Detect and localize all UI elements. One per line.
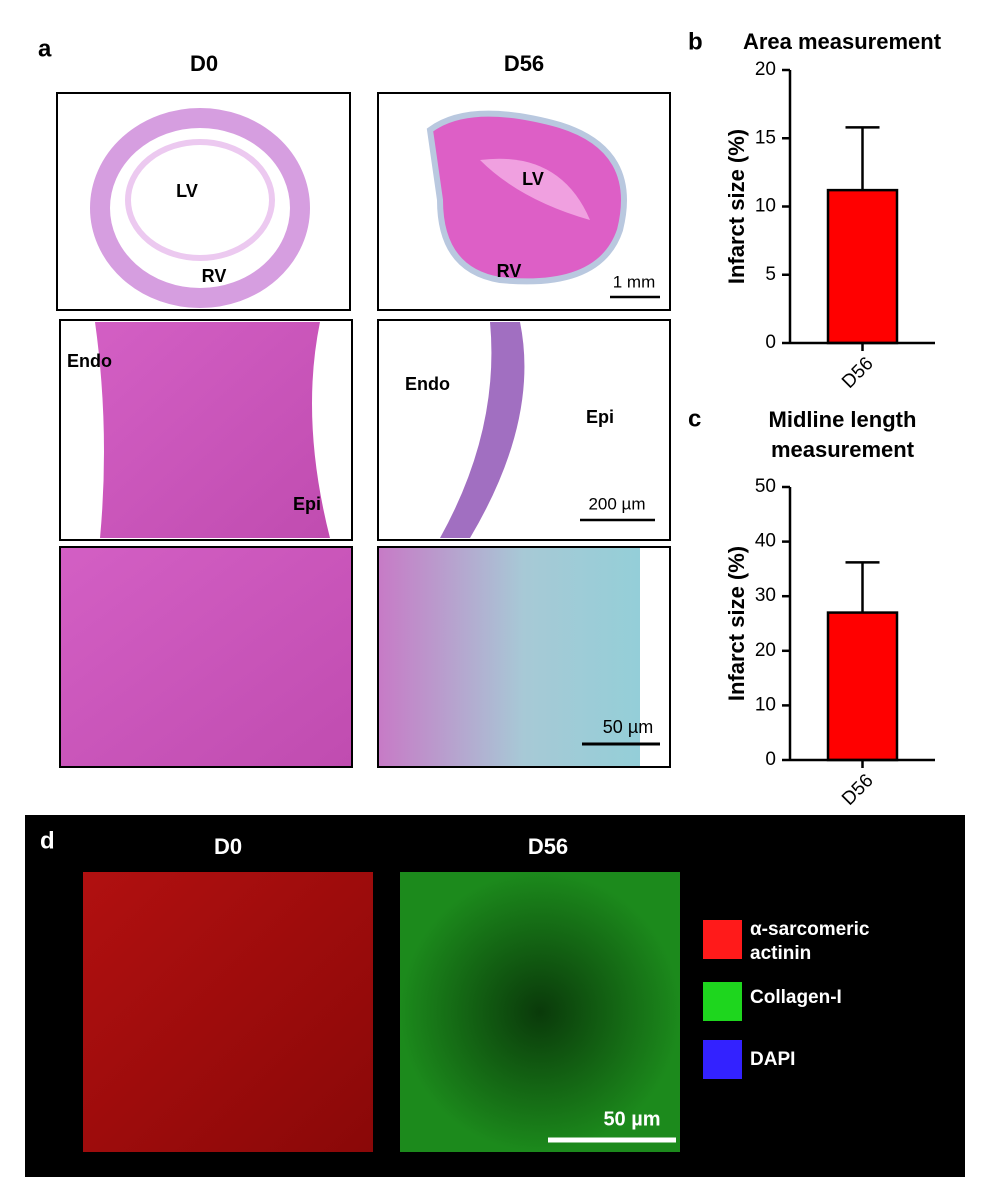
panel-label: b: [688, 28, 703, 55]
y-tick-label: 20: [755, 59, 776, 80]
y-tick-label: 10: [755, 196, 776, 217]
annotation: Epi: [293, 494, 321, 514]
y-tick-label: 10: [755, 694, 776, 715]
y-tick-label: 0: [765, 332, 776, 353]
y-tick-label: 30: [755, 585, 776, 606]
legend-label: DAPI: [750, 1049, 796, 1070]
scale-bar-label: 50 µm: [603, 717, 653, 737]
annotation: LV: [522, 169, 544, 189]
y-tick-label: 50: [755, 476, 776, 497]
legend-label: Collagen-I: [750, 987, 842, 1008]
legend-swatch: [703, 1040, 742, 1079]
column-label: D56: [528, 834, 568, 859]
y-tick-label: 40: [755, 531, 776, 552]
scale-bar-label: 50 µm: [603, 1108, 660, 1130]
fluorescence: [25, 815, 965, 1177]
annotation: Epi: [586, 407, 614, 427]
annotation: RV: [497, 261, 522, 281]
x-tick-label: D56: [838, 770, 877, 809]
scale-bar-label: 200 µm: [588, 494, 645, 513]
bar: [826, 611, 899, 762]
legend-swatch: [703, 920, 742, 959]
y-tick-label: 5: [765, 264, 776, 285]
x-tick-label: D56: [838, 353, 877, 392]
column-label: D0: [214, 834, 242, 859]
panel-label: c: [688, 405, 701, 432]
legend-swatch: [703, 982, 742, 1021]
annotation: Endo: [405, 374, 450, 394]
chart-title: Area measurement: [743, 29, 942, 54]
y-tick-label: 15: [755, 127, 776, 148]
panel-label: a: [38, 35, 52, 62]
annotation: LV: [176, 181, 198, 201]
annotation: Endo: [67, 351, 112, 371]
column-label: D56: [504, 51, 544, 76]
y-tick-label: 0: [765, 749, 776, 770]
bar: [826, 188, 899, 345]
panel-label: d: [40, 827, 55, 854]
y-axis-label: Infarct size (%): [724, 546, 749, 701]
scale-bar-label: 1 mm: [613, 272, 656, 291]
y-tick-label: 20: [755, 640, 776, 661]
chart-title: Midline length measurement: [768, 407, 917, 462]
annotation: RV: [202, 266, 227, 286]
micrographs: [56, 92, 671, 768]
column-label: D0: [190, 51, 218, 76]
legend-label: α-sarcomeric actinin: [750, 919, 870, 964]
y-axis-label: Infarct size (%): [724, 129, 749, 284]
